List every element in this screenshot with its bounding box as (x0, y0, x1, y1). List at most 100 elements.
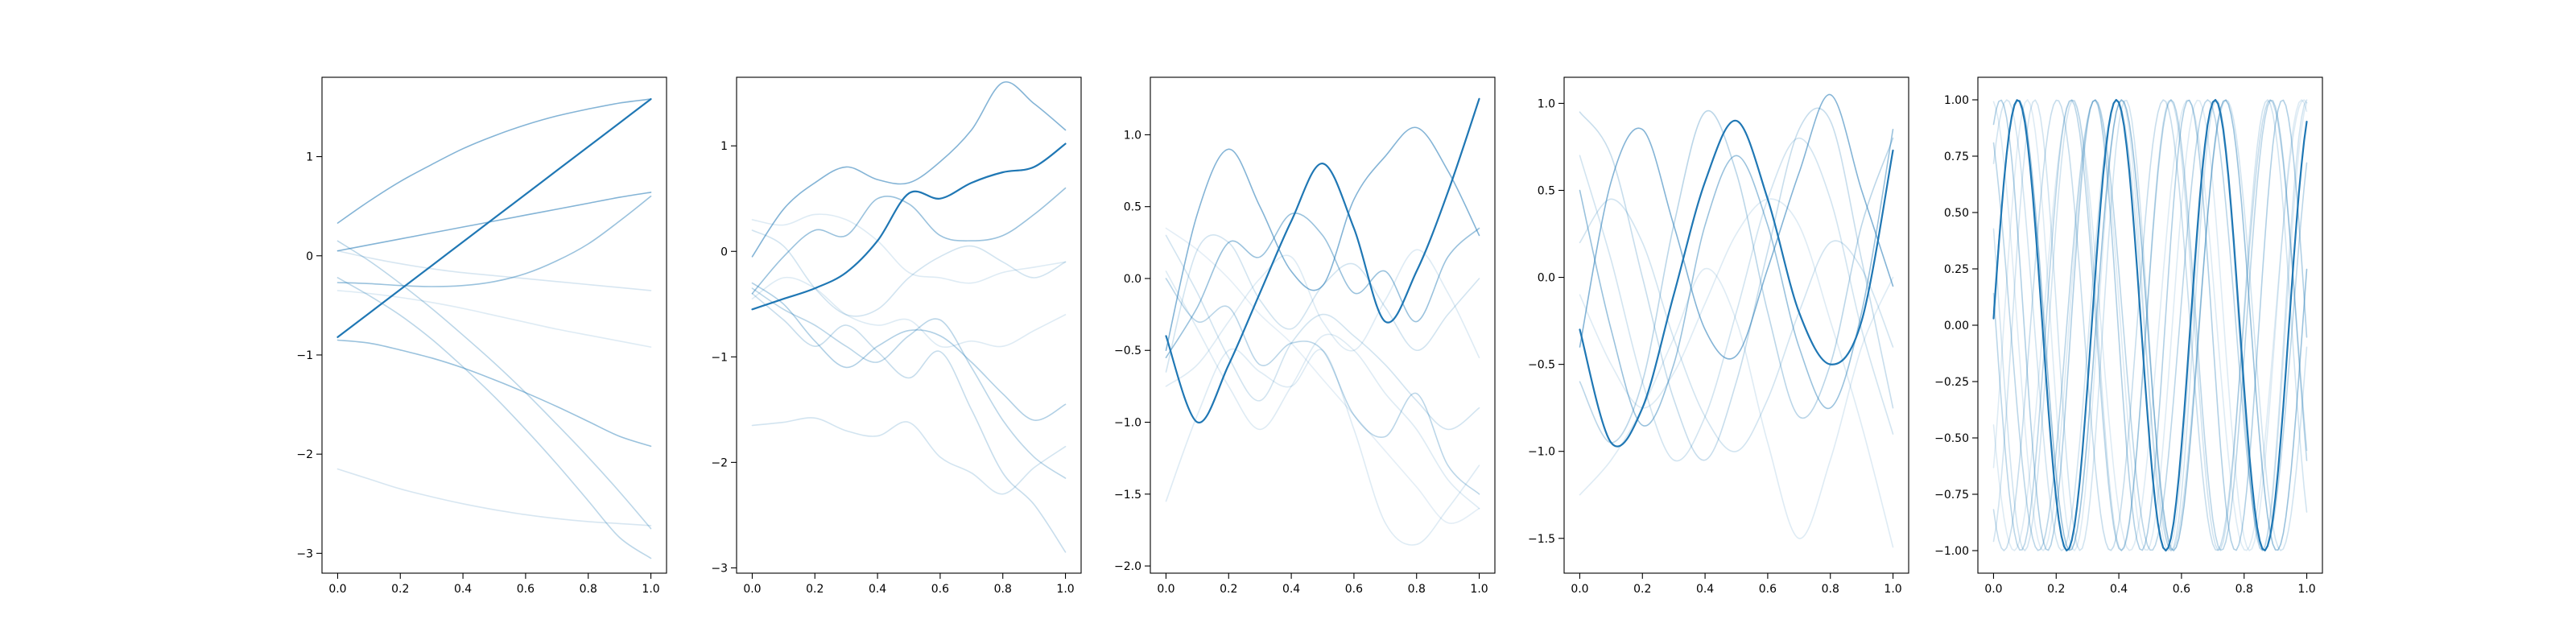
series-line-8 (1579, 137, 1894, 462)
y-tick-label: 1.00 (1944, 94, 1969, 107)
axes-frame (1150, 76, 1496, 574)
x-tick-label: 0.4 (454, 583, 472, 596)
series-line-5 (1165, 348, 1480, 546)
series-line-1 (1579, 93, 1894, 360)
series-line-2 (751, 187, 1067, 295)
series-line-9 (1579, 119, 1894, 448)
series-line-6 (751, 287, 1067, 479)
x-tick-label: 0.2 (2047, 583, 2065, 596)
y-tick-label: −1.5 (1528, 533, 1555, 546)
y-tick-label: 1.0 (1124, 129, 1141, 142)
series-line-7 (336, 98, 652, 224)
axes-frame (321, 76, 667, 574)
x-tick-label: 0.2 (391, 583, 409, 596)
series-line-9 (1992, 99, 2308, 551)
x-tick-label: 0.0 (328, 583, 346, 596)
series-line-8 (1165, 249, 1480, 387)
series-line-5 (336, 250, 652, 291)
y-tick-label: 0.0 (1124, 273, 1141, 286)
series-line-5 (1579, 267, 1894, 539)
series-line-2 (1165, 213, 1480, 358)
series-line-5 (751, 282, 1067, 421)
y-tick-label: 0 (720, 246, 728, 258)
x-tick-label: 0.4 (869, 583, 886, 596)
x-tick-label: 1.0 (1056, 583, 1074, 596)
axes-frame (1563, 76, 1909, 574)
y-tick-label: 0 (306, 250, 313, 263)
series-line-4 (336, 468, 652, 526)
x-tick-label: 1.0 (642, 583, 659, 596)
series-line-2 (1992, 99, 2308, 551)
x-tick-label: 0.0 (743, 583, 761, 596)
series-line-3 (751, 229, 1067, 317)
x-tick-label: 0.4 (1282, 583, 1300, 596)
x-tick-label: 1.0 (2297, 583, 2315, 596)
series-line-10 (336, 98, 652, 338)
series-group (1165, 97, 1480, 546)
y-tick-label: −0.5 (1114, 345, 1141, 357)
series-line-5 (1992, 99, 2308, 551)
y-tick-label: −0.75 (1934, 489, 1969, 502)
x-tick-label: 0.6 (931, 583, 949, 596)
series-line-10 (1165, 97, 1480, 423)
subplot-4: 0.0 0.2 0.4 0.6 0.8 1.0 −1.5 −1.0 −0.5 0.0 0.5 1.0 (1528, 76, 1909, 596)
series-line-2 (1579, 129, 1894, 427)
series-group (336, 98, 652, 559)
y-tick-label: −0.50 (1934, 432, 1969, 445)
axes-frame (736, 76, 1082, 574)
series-line-1 (1165, 126, 1480, 351)
y-tick-label: −1.5 (1114, 489, 1141, 502)
y-tick-label: 0.5 (1124, 201, 1141, 214)
y-tick-label: −2.0 (1114, 560, 1141, 573)
series-line-6 (1992, 99, 2308, 551)
y-tick-label: −1 (296, 349, 313, 362)
subplot-3: 0.0 0.2 0.4 0.6 0.8 1.0 −2.0 −1.5 −1.0 −0.5 0.0 0.5… (1114, 76, 1496, 596)
x-tick-label: 0.6 (1759, 583, 1777, 596)
x-tick-label: 0.6 (517, 583, 535, 596)
series-line-6 (1165, 270, 1480, 510)
series-line-7 (1165, 234, 1480, 373)
series-line-4 (1992, 99, 2308, 551)
x-tick-label: 0.4 (1696, 583, 1714, 596)
subplot-2: 0.0 0.2 0.4 0.6 0.8 1.0 −3 −2 −1 0 1 (711, 76, 1082, 596)
series-line-7 (1579, 198, 1894, 548)
x-tick-label: 1.0 (1884, 583, 1901, 596)
series-line-2 (336, 240, 652, 530)
y-tick-label: −1 (711, 351, 728, 364)
y-tick-label: 1 (720, 140, 728, 153)
y-tick-label: −1.00 (1934, 545, 1969, 558)
series-group (751, 80, 1067, 553)
x-tick-label: 0.2 (1220, 583, 1237, 596)
series-line-3 (336, 277, 652, 559)
x-tick-label: 0.0 (1571, 583, 1588, 596)
series-line-10 (751, 142, 1067, 311)
series-line-11 (1992, 99, 2308, 551)
series-line-9 (1165, 227, 1480, 524)
series-group (1579, 93, 1894, 548)
x-tick-label: 0.8 (994, 583, 1012, 596)
x-tick-label: 0.8 (1408, 583, 1426, 596)
y-tick-label: −0.5 (1528, 359, 1555, 372)
y-tick-label: 0.00 (1944, 320, 1969, 332)
y-tick-label: −3 (711, 562, 728, 575)
series-line-6 (1579, 198, 1894, 452)
y-tick-label: −3 (296, 547, 313, 560)
series-line-3 (1992, 99, 2308, 551)
subplot-5: 0.0 0.2 0.4 0.6 0.8 1.0 −1.00 −0.75 −0.50 −0.25 0.… (1934, 76, 2323, 596)
series-line-10 (1992, 99, 2308, 551)
y-tick-label: −2 (711, 456, 728, 469)
y-tick-label: −1.0 (1114, 417, 1141, 430)
subplot-1: 0.0 0.2 0.4 0.6 0.8 1.0 −3 −2 −1 0 1 (296, 76, 667, 596)
series-line-1 (1992, 99, 2308, 551)
x-tick-label: 0.4 (2110, 583, 2128, 596)
series-line-3 (1165, 278, 1480, 495)
series-line-9 (751, 276, 1067, 348)
series-line-4 (751, 213, 1067, 284)
series-line-1 (336, 196, 652, 287)
x-tick-label: 0.6 (1345, 583, 1363, 596)
series-line-7 (1992, 99, 2308, 551)
x-tick-label: 0.0 (1157, 583, 1174, 596)
x-tick-label: 0.2 (806, 583, 824, 596)
x-tick-label: 0.6 (2173, 583, 2190, 596)
